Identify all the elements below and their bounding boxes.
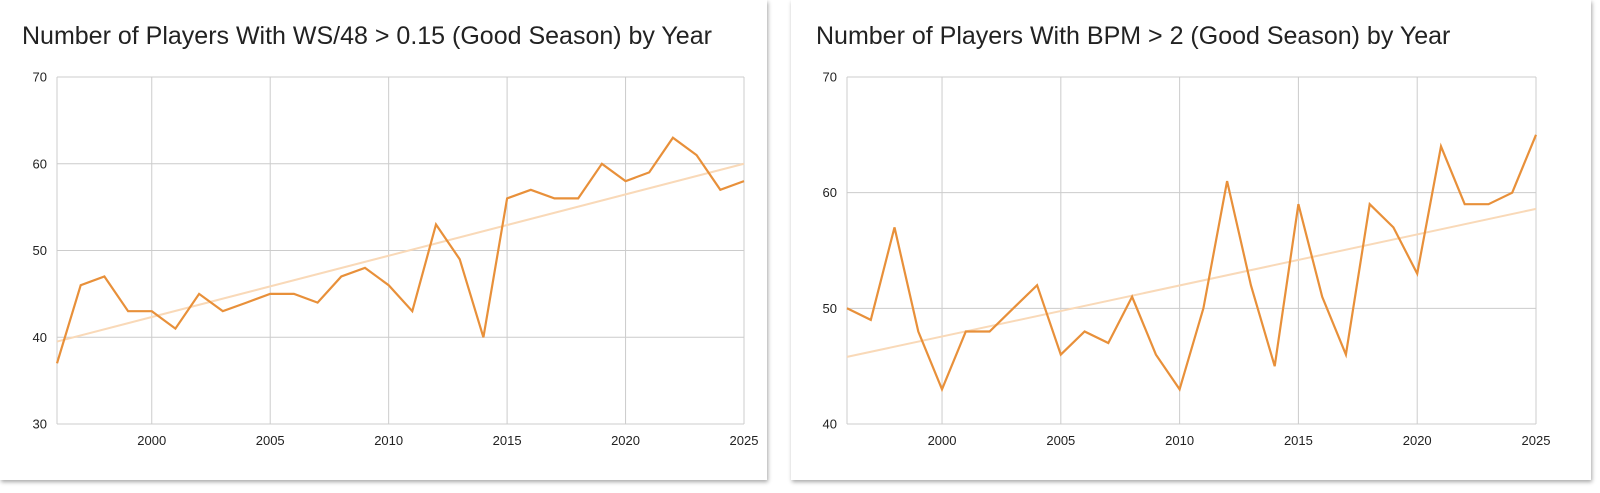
x-tick-label: 2025 [1522,433,1551,448]
chart-panel-ws48: Number of Players With WS/48 > 0.15 (Goo… [0,0,767,480]
x-tick-label: 2000 [137,433,166,448]
y-tick-label: 60 [823,185,837,200]
x-tick-label: 2015 [1284,433,1313,448]
y-tick-label: 60 [33,156,47,171]
x-tick-label: 2010 [1165,433,1194,448]
y-tick-label: 70 [823,70,837,85]
x-tick-label: 2025 [730,433,759,448]
chart-panel-bpm: Number of Players With BPM > 2 (Good Sea… [791,0,1591,480]
y-tick-label: 50 [33,243,47,258]
trendline [56,162,745,343]
ws48-line-chart: 30 40 50 60 70 2000 2005 2010 2015 2020 2025 [33,70,759,449]
x-tick-label: 2005 [256,433,285,448]
y-tick-label: 30 [33,417,47,432]
x-tick-label: 2020 [1403,433,1432,448]
chart-title: Number of Players With BPM > 2 (Good Sea… [816,22,1451,50]
x-tick-label: 2020 [611,433,640,448]
y-tick-label: 40 [823,417,837,432]
bpm-line-chart: 40 50 60 70 2000 2005 2010 2015 2020 2025 [823,70,1551,449]
x-tick-label: 2015 [493,433,522,448]
series-line [55,136,745,364]
x-tick-label: 2010 [374,433,403,448]
y-tick-label: 70 [33,70,47,85]
y-tick-label: 40 [33,330,47,345]
chart-title: Number of Players With WS/48 > 0.15 (Goo… [22,22,712,50]
x-tick-label: 2005 [1046,433,1075,448]
x-tick-label: 2000 [928,433,957,448]
y-tick-label: 50 [823,301,837,316]
series-line [846,134,1538,393]
trendline [846,207,1537,358]
